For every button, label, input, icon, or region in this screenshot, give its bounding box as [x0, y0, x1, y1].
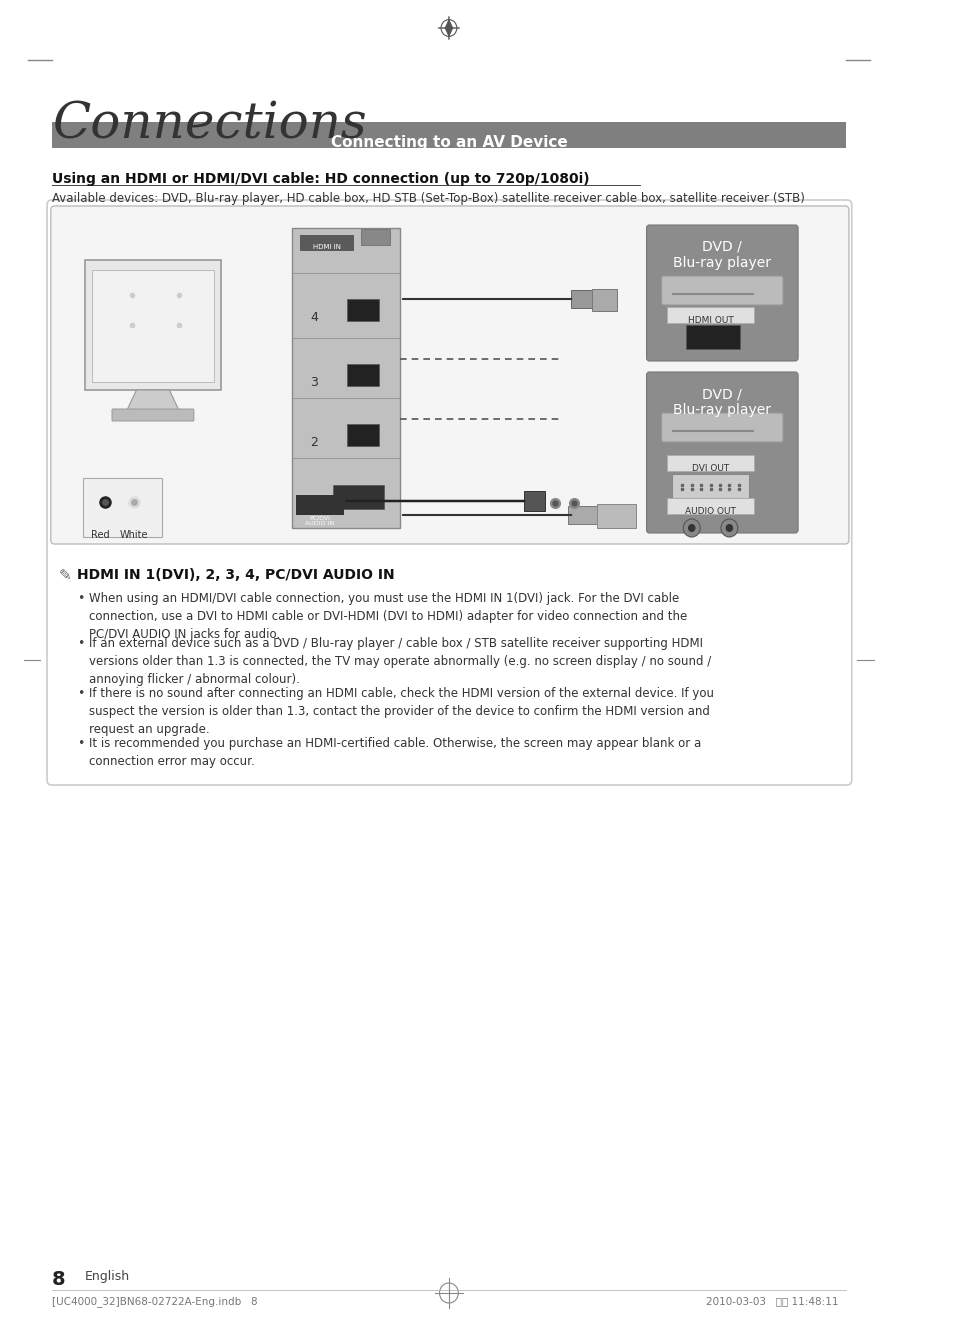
- FancyBboxPatch shape: [571, 291, 593, 308]
- FancyBboxPatch shape: [361, 229, 389, 244]
- Text: Red: Red: [91, 530, 110, 540]
- FancyBboxPatch shape: [292, 229, 399, 528]
- Text: If an external device such as a DVD / Blu-ray player / cable box / STB satellite: If an external device such as a DVD / Bl…: [90, 637, 711, 686]
- Text: DVD /: DVD /: [701, 240, 740, 254]
- Circle shape: [682, 519, 700, 538]
- Circle shape: [720, 519, 737, 538]
- Text: HDMI IN: HDMI IN: [313, 244, 340, 250]
- FancyBboxPatch shape: [51, 122, 845, 148]
- Circle shape: [725, 524, 733, 532]
- FancyBboxPatch shape: [666, 454, 753, 472]
- FancyBboxPatch shape: [85, 260, 221, 390]
- Text: Using an HDMI or HDMI/DVI cable: HD connection (up to 720p/1080i): Using an HDMI or HDMI/DVI cable: HD conn…: [51, 172, 589, 186]
- Text: [UC4000_32]BN68-02722A-Eng.indb   8: [UC4000_32]BN68-02722A-Eng.indb 8: [51, 1296, 257, 1306]
- FancyBboxPatch shape: [523, 491, 544, 511]
- FancyBboxPatch shape: [666, 306, 753, 324]
- FancyBboxPatch shape: [646, 373, 798, 532]
- Text: 8: 8: [51, 1269, 66, 1289]
- Polygon shape: [444, 20, 453, 37]
- Text: 4: 4: [311, 310, 318, 324]
- Text: •: •: [77, 737, 85, 750]
- Text: PC/DVI
AUDIO IN: PC/DVI AUDIO IN: [305, 515, 335, 526]
- Text: DVD /: DVD /: [701, 387, 740, 402]
- FancyBboxPatch shape: [333, 485, 384, 509]
- FancyBboxPatch shape: [347, 424, 379, 446]
- FancyBboxPatch shape: [661, 276, 782, 305]
- FancyBboxPatch shape: [685, 325, 739, 349]
- FancyBboxPatch shape: [646, 225, 798, 361]
- Text: •: •: [77, 687, 85, 700]
- Text: English: English: [85, 1269, 130, 1283]
- FancyBboxPatch shape: [592, 289, 617, 310]
- Text: AUDIO OUT: AUDIO OUT: [684, 507, 735, 517]
- FancyBboxPatch shape: [92, 269, 213, 382]
- Text: ✎: ✎: [58, 568, 71, 583]
- FancyBboxPatch shape: [347, 365, 379, 386]
- Circle shape: [687, 524, 695, 532]
- FancyBboxPatch shape: [568, 506, 598, 524]
- FancyBboxPatch shape: [661, 413, 782, 443]
- FancyBboxPatch shape: [666, 498, 753, 514]
- Text: It is recommended you purchase an HDMI-certified cable. Otherwise, the screen ma: It is recommended you purchase an HDMI-c…: [90, 737, 700, 768]
- Text: When using an HDMI/DVI cable connection, you must use the HDMI IN 1(DVI) jack. F: When using an HDMI/DVI cable connection,…: [90, 592, 687, 641]
- Text: HDMI OUT: HDMI OUT: [687, 316, 733, 325]
- Text: Blu-ray player: Blu-ray player: [672, 403, 770, 417]
- Text: Connecting to an AV Device: Connecting to an AV Device: [330, 135, 567, 151]
- FancyBboxPatch shape: [671, 474, 748, 498]
- Text: Available devices: DVD, Blu-ray player, HD cable box, HD STB (Set-Top-Box) satel: Available devices: DVD, Blu-ray player, …: [51, 192, 803, 205]
- Text: 3: 3: [311, 376, 318, 388]
- FancyBboxPatch shape: [51, 206, 848, 544]
- Text: 1(DVI): 1(DVI): [303, 498, 335, 509]
- Text: Blu-ray player: Blu-ray player: [672, 256, 770, 269]
- Text: DVI OUT: DVI OUT: [691, 464, 728, 473]
- FancyBboxPatch shape: [83, 478, 162, 538]
- FancyBboxPatch shape: [112, 410, 193, 421]
- FancyBboxPatch shape: [295, 495, 344, 515]
- Text: Connections: Connections: [51, 100, 366, 149]
- Text: 2010-03-03   오전 11:48:11: 2010-03-03 오전 11:48:11: [705, 1296, 838, 1306]
- Polygon shape: [127, 390, 178, 410]
- FancyBboxPatch shape: [300, 235, 354, 251]
- Text: •: •: [77, 637, 85, 650]
- Text: White: White: [119, 530, 148, 540]
- FancyBboxPatch shape: [347, 299, 379, 321]
- FancyBboxPatch shape: [596, 505, 636, 528]
- Text: HDMI IN 1(DVI), 2, 3, 4, PC/DVI AUDIO IN: HDMI IN 1(DVI), 2, 3, 4, PC/DVI AUDIO IN: [77, 568, 395, 583]
- Text: If there is no sound after connecting an HDMI cable, check the HDMI version of t: If there is no sound after connecting an…: [90, 687, 714, 736]
- Text: •: •: [77, 592, 85, 605]
- Text: 2: 2: [311, 436, 318, 449]
